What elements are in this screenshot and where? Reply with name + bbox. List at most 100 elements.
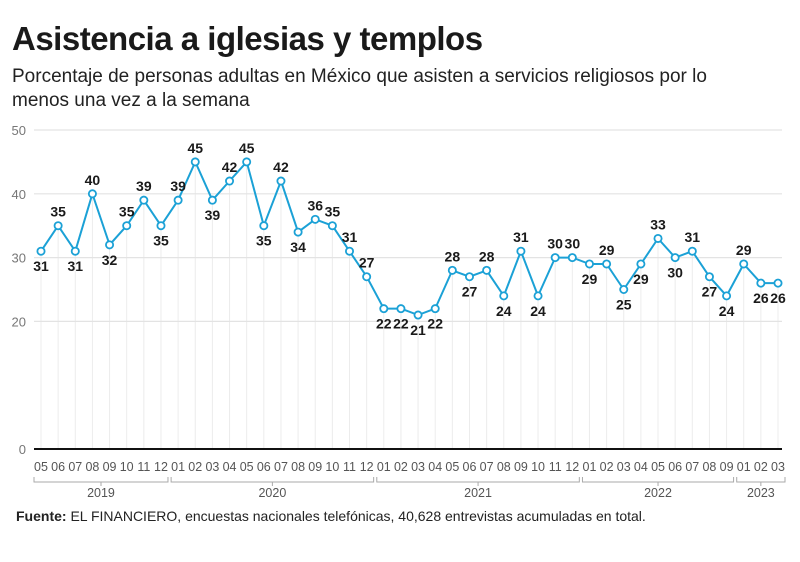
data-label: 39 — [170, 178, 186, 194]
x-tick-label: 05 — [445, 460, 459, 474]
x-tick-label: 08 — [702, 460, 716, 474]
data-label: 31 — [685, 229, 701, 245]
data-label: 45 — [239, 140, 255, 156]
data-label: 24 — [496, 303, 512, 319]
x-tick-label: 11 — [549, 460, 562, 474]
year-bracket — [33, 477, 169, 483]
data-point — [447, 265, 457, 275]
x-tick-label: 08 — [497, 460, 511, 474]
data-point — [379, 304, 389, 314]
data-label: 29 — [736, 242, 752, 258]
data-label: 28 — [479, 248, 495, 264]
x-tick-label: 04 — [428, 460, 442, 474]
source-label: Fuente: — [16, 508, 67, 524]
data-point — [207, 195, 217, 205]
data-point — [619, 284, 629, 294]
data-point — [704, 272, 714, 282]
source-text: EL FINANCIERO, encuestas nacionales tele… — [66, 508, 646, 524]
x-tick-label: 05 — [34, 460, 48, 474]
data-point — [87, 189, 97, 199]
x-tick-label: 07 — [480, 460, 494, 474]
data-label: 29 — [633, 271, 649, 287]
data-label: 26 — [770, 290, 786, 306]
series-line — [40, 160, 778, 316]
x-tick-label: 03 — [617, 460, 631, 474]
data-label: 35 — [119, 204, 135, 220]
data-point — [276, 176, 286, 186]
data-point — [687, 246, 697, 256]
data-label: 21 — [410, 322, 426, 338]
data-point — [173, 195, 183, 205]
x-tick-label: 06 — [257, 460, 271, 474]
x-tick-label: 03 — [411, 460, 425, 474]
data-label: 25 — [616, 297, 632, 313]
data-label: 42 — [222, 159, 238, 175]
data-label: 35 — [256, 233, 272, 249]
x-tick-label: 04 — [223, 460, 237, 474]
data-point — [516, 246, 526, 256]
x-tick-label: 11 — [343, 460, 356, 474]
grid-layer — [34, 129, 782, 449]
data-label: 30 — [667, 265, 683, 281]
year-bracket — [376, 477, 580, 483]
x-tick-label: 05 — [651, 460, 665, 474]
year-bracket — [581, 477, 735, 483]
data-point — [156, 221, 166, 231]
year-label: 2020 — [258, 486, 286, 500]
data-point — [122, 221, 132, 231]
data-label: 24 — [719, 303, 735, 319]
y-tick-label: 30 — [12, 251, 26, 266]
data-point — [36, 246, 46, 256]
data-label: 26 — [753, 290, 769, 306]
data-label: 32 — [102, 252, 118, 268]
data-label: 45 — [187, 140, 203, 156]
x-tick-label: 01 — [171, 460, 185, 474]
data-label: 31 — [67, 258, 83, 274]
year-label: 2021 — [464, 486, 492, 500]
x-tick-label: 10 — [325, 460, 339, 474]
data-label: 24 — [530, 303, 546, 319]
x-tick-label: 12 — [360, 460, 374, 474]
x-tick-label: 05 — [240, 460, 254, 474]
x-tick-label: 02 — [394, 460, 408, 474]
data-point — [310, 214, 320, 224]
x-tick-label: 01 — [737, 460, 751, 474]
data-point — [105, 240, 115, 250]
data-point — [670, 253, 680, 263]
x-tick-label: 03 — [205, 460, 219, 474]
data-point — [482, 265, 492, 275]
data-point — [602, 259, 612, 269]
data-label: 35 — [153, 233, 169, 249]
data-point — [739, 259, 749, 269]
x-tick-label: 12 — [154, 460, 168, 474]
x-tick-label: 09 — [308, 460, 322, 474]
data-point — [139, 195, 149, 205]
x-tick-label: 09 — [103, 460, 117, 474]
x-tick-label: 01 — [583, 460, 597, 474]
x-tick-label: 02 — [188, 460, 202, 474]
data-point — [190, 157, 200, 167]
y-tick-label: 0 — [19, 442, 26, 457]
data-label: 30 — [565, 236, 581, 252]
data-point — [293, 227, 303, 237]
data-point — [53, 221, 63, 231]
data-point — [345, 246, 355, 256]
data-label: 42 — [273, 159, 289, 175]
data-label: 22 — [427, 316, 443, 332]
data-point — [413, 310, 423, 320]
data-point — [567, 253, 577, 263]
x-tick-label: 06 — [668, 460, 682, 474]
x-tick-label: 08 — [85, 460, 99, 474]
x-tick-label: 01 — [377, 460, 391, 474]
data-point — [773, 278, 783, 288]
data-label: 39 — [136, 178, 152, 194]
data-label: 27 — [359, 255, 375, 271]
x-tick-label: 03 — [771, 460, 785, 474]
y-tick-label: 50 — [12, 123, 26, 138]
data-label: 31 — [342, 229, 358, 245]
data-point — [584, 259, 594, 269]
chart-subtitle: Porcentaje de personas adultas en México… — [12, 66, 707, 111]
